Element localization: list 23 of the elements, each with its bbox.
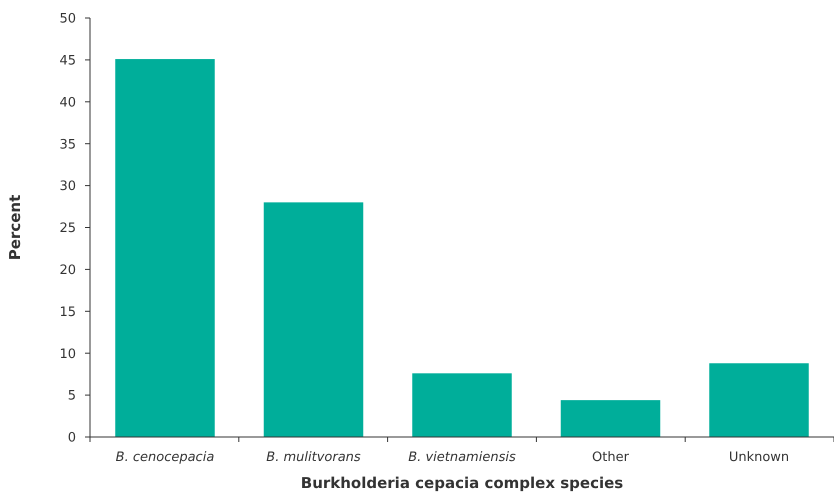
bar xyxy=(560,400,660,437)
y-tick-label: 30 xyxy=(59,179,76,194)
y-tick-label: 10 xyxy=(59,346,76,362)
y-tick-label: 35 xyxy=(59,137,76,152)
bar xyxy=(709,363,809,437)
x-axis-title: Burkholderia cepacia complex species xyxy=(300,474,624,492)
y-tick-label: 45 xyxy=(59,53,76,68)
y-tick-label: 25 xyxy=(59,221,76,236)
y-tick-label: 50 xyxy=(59,12,76,27)
y-tick-label: 5 xyxy=(68,388,76,404)
x-tick-label: Other xyxy=(592,450,630,465)
bar xyxy=(264,202,364,437)
bar xyxy=(412,373,512,437)
bar xyxy=(115,59,215,437)
x-tick-label: B. mulitvorans xyxy=(266,450,361,465)
x-tick-label: Unknown xyxy=(728,450,790,465)
x-tick-label: B. vietnamiensis xyxy=(408,450,516,465)
y-tick-label: 15 xyxy=(59,304,76,320)
y-tick-label: 0 xyxy=(68,430,76,446)
x-tick-label: B. cenocepacia xyxy=(116,450,214,465)
y-tick-label: 40 xyxy=(59,95,76,110)
y-axis-title: Percent xyxy=(6,194,24,260)
y-tick-label: 20 xyxy=(59,262,76,278)
